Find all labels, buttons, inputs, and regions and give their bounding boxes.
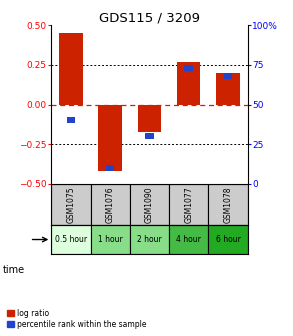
Bar — [145, 133, 154, 139]
Bar — [184, 65, 193, 71]
Bar — [177, 62, 200, 104]
Text: 6 hour: 6 hour — [216, 235, 240, 244]
Bar — [59, 33, 83, 104]
Text: GSM1075: GSM1075 — [67, 186, 75, 223]
Bar — [98, 104, 122, 171]
Text: 1 hour: 1 hour — [98, 235, 122, 244]
Legend: log ratio, percentile rank within the sample: log ratio, percentile rank within the sa… — [7, 309, 146, 329]
Text: GSM1076: GSM1076 — [106, 186, 115, 223]
Title: GDS115 / 3209: GDS115 / 3209 — [99, 11, 200, 24]
Bar — [51, 184, 91, 225]
Bar — [208, 225, 248, 254]
Bar — [106, 165, 115, 171]
Text: GSM1078: GSM1078 — [224, 186, 232, 223]
Bar — [169, 184, 208, 225]
Bar — [138, 104, 161, 132]
Bar — [51, 225, 91, 254]
Bar — [130, 225, 169, 254]
Bar — [67, 117, 75, 123]
Bar — [91, 184, 130, 225]
Text: time: time — [3, 265, 25, 276]
Text: 4 hour: 4 hour — [176, 235, 201, 244]
Bar — [130, 184, 169, 225]
Text: GSM1090: GSM1090 — [145, 186, 154, 223]
Bar — [169, 225, 208, 254]
Bar — [91, 225, 130, 254]
Bar — [224, 73, 232, 79]
Text: 2 hour: 2 hour — [137, 235, 162, 244]
Bar — [208, 184, 248, 225]
Text: GSM1077: GSM1077 — [184, 186, 193, 223]
Text: 0.5 hour: 0.5 hour — [55, 235, 87, 244]
Bar — [216, 73, 240, 104]
